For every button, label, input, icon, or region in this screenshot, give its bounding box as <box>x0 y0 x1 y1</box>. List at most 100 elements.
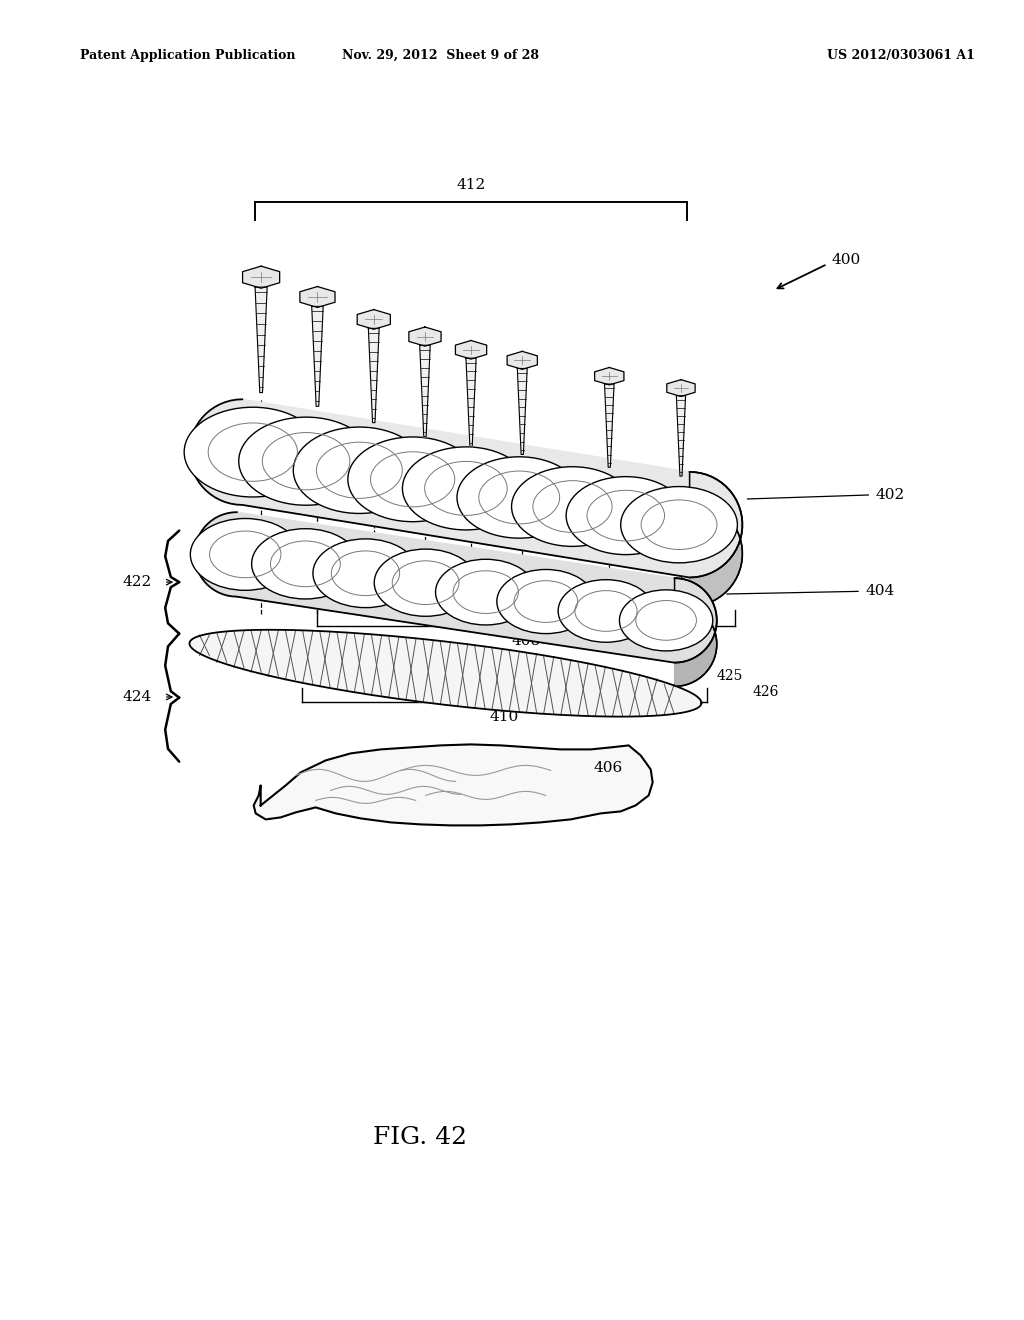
Ellipse shape <box>239 417 374 506</box>
Polygon shape <box>466 358 476 447</box>
Ellipse shape <box>580 583 589 587</box>
Ellipse shape <box>348 437 477 521</box>
Polygon shape <box>189 630 701 717</box>
Ellipse shape <box>190 519 300 590</box>
Ellipse shape <box>332 593 342 598</box>
Ellipse shape <box>389 599 394 602</box>
Ellipse shape <box>596 609 604 614</box>
Text: FIG. 42: FIG. 42 <box>373 1126 467 1150</box>
Polygon shape <box>689 471 742 606</box>
Ellipse shape <box>414 597 422 601</box>
Polygon shape <box>369 329 379 422</box>
Ellipse shape <box>184 407 322 498</box>
Text: 402: 402 <box>876 488 905 502</box>
Ellipse shape <box>584 586 588 589</box>
Ellipse shape <box>555 576 562 579</box>
Ellipse shape <box>625 620 633 624</box>
Ellipse shape <box>556 583 565 589</box>
Polygon shape <box>456 341 486 359</box>
Ellipse shape <box>412 582 421 587</box>
Ellipse shape <box>595 628 600 631</box>
Polygon shape <box>189 400 742 577</box>
Ellipse shape <box>531 618 539 622</box>
Ellipse shape <box>453 607 460 611</box>
Text: US 2012/0303061 A1: US 2012/0303061 A1 <box>827 49 975 62</box>
Text: 426: 426 <box>753 685 779 698</box>
Ellipse shape <box>326 565 332 568</box>
Ellipse shape <box>548 597 557 602</box>
Ellipse shape <box>492 568 503 574</box>
Ellipse shape <box>418 574 426 578</box>
Ellipse shape <box>362 574 372 579</box>
Polygon shape <box>604 384 614 467</box>
Polygon shape <box>507 351 538 370</box>
Ellipse shape <box>640 630 648 634</box>
Polygon shape <box>517 368 527 454</box>
Ellipse shape <box>374 549 477 616</box>
Ellipse shape <box>414 606 419 609</box>
Polygon shape <box>675 578 717 686</box>
Text: 406: 406 <box>594 762 624 775</box>
Ellipse shape <box>329 561 334 564</box>
Text: 424: 424 <box>122 690 152 704</box>
Ellipse shape <box>641 627 648 631</box>
Polygon shape <box>667 380 695 396</box>
Ellipse shape <box>402 447 529 529</box>
Ellipse shape <box>558 579 654 643</box>
Text: 408: 408 <box>512 634 541 648</box>
Ellipse shape <box>279 541 284 544</box>
Polygon shape <box>195 512 717 663</box>
Text: Patent Application Publication: Patent Application Publication <box>80 49 295 62</box>
Ellipse shape <box>445 603 453 607</box>
Ellipse shape <box>659 627 667 632</box>
Ellipse shape <box>664 606 668 609</box>
Ellipse shape <box>257 544 264 548</box>
Ellipse shape <box>524 602 531 606</box>
Text: 404: 404 <box>865 585 895 598</box>
Ellipse shape <box>604 585 609 587</box>
Ellipse shape <box>349 574 356 577</box>
Ellipse shape <box>647 614 657 619</box>
Ellipse shape <box>665 591 675 597</box>
Ellipse shape <box>435 560 536 624</box>
Ellipse shape <box>419 599 425 603</box>
Text: 410: 410 <box>489 710 519 725</box>
Ellipse shape <box>316 568 324 572</box>
Ellipse shape <box>552 603 562 609</box>
Ellipse shape <box>554 582 559 585</box>
Ellipse shape <box>298 587 304 591</box>
Ellipse shape <box>512 467 634 546</box>
Ellipse shape <box>592 583 596 586</box>
Polygon shape <box>243 267 280 288</box>
Ellipse shape <box>497 569 595 634</box>
Ellipse shape <box>575 611 584 616</box>
Polygon shape <box>595 367 624 385</box>
Ellipse shape <box>440 590 451 595</box>
Polygon shape <box>255 288 267 392</box>
Ellipse shape <box>397 601 404 603</box>
Ellipse shape <box>641 626 648 630</box>
Ellipse shape <box>567 593 574 597</box>
Text: 425: 425 <box>717 669 743 682</box>
Polygon shape <box>420 346 430 437</box>
Ellipse shape <box>589 603 596 607</box>
Ellipse shape <box>457 457 582 539</box>
Ellipse shape <box>465 572 476 577</box>
Ellipse shape <box>440 566 445 570</box>
Ellipse shape <box>650 636 658 642</box>
Text: 422: 422 <box>122 576 152 589</box>
Polygon shape <box>311 306 324 407</box>
Ellipse shape <box>293 428 425 513</box>
Ellipse shape <box>451 576 461 581</box>
Ellipse shape <box>590 594 595 597</box>
Ellipse shape <box>252 529 359 599</box>
Polygon shape <box>677 396 685 477</box>
Ellipse shape <box>225 558 232 562</box>
Ellipse shape <box>620 590 713 651</box>
Ellipse shape <box>247 554 255 560</box>
Ellipse shape <box>231 553 241 558</box>
Ellipse shape <box>620 602 630 607</box>
Polygon shape <box>409 327 441 346</box>
Ellipse shape <box>313 539 418 607</box>
Ellipse shape <box>525 618 532 622</box>
